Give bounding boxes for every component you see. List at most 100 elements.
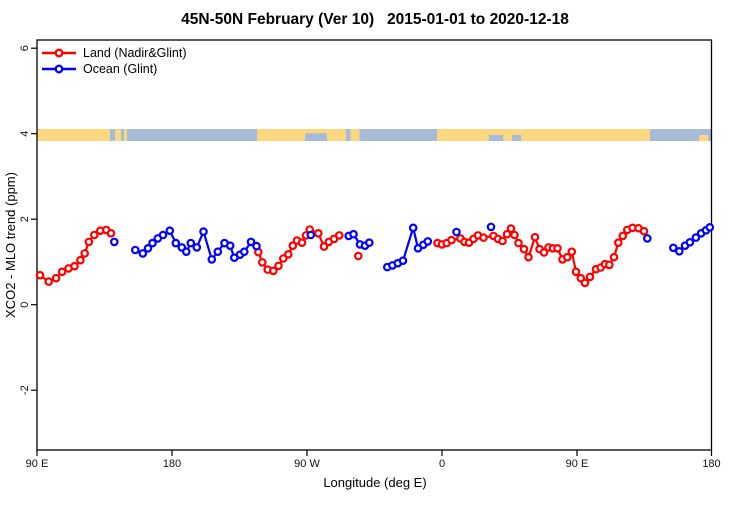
data-point (668, 243, 678, 253)
data-point (364, 238, 374, 248)
data-point (609, 252, 619, 262)
data-point (353, 251, 363, 261)
data-point (530, 232, 540, 242)
data-point (240, 247, 249, 257)
data-point (90, 230, 99, 240)
data-point (268, 266, 278, 276)
data-point (514, 238, 523, 248)
data-point (479, 233, 488, 242)
data-point (613, 238, 623, 248)
ocean-series-swatch-icon (42, 64, 76, 74)
data-point (70, 261, 79, 271)
x-tick-label: 90 W (294, 458, 320, 470)
data-point (106, 229, 116, 238)
data-point (165, 226, 175, 236)
map-band-land (437, 129, 651, 141)
data-point (257, 258, 267, 267)
data-point (44, 277, 54, 286)
legend-item-land: Land (Nadir&Glint) (42, 45, 187, 61)
data-point (313, 229, 323, 238)
data-point (199, 227, 208, 236)
map-band-land (257, 129, 346, 141)
map-band-land (115, 129, 121, 141)
data-point (143, 244, 153, 253)
data-point (639, 226, 649, 236)
data-point (506, 224, 516, 233)
plot-frame (36, 39, 713, 451)
x-tick-label: 180 (163, 458, 181, 470)
chart-title: 45N-50N February (Ver 10) 2015-01-01 to … (181, 11, 569, 28)
data-point (685, 238, 695, 247)
data-point (691, 233, 701, 242)
map-band-detail (512, 135, 522, 141)
data-point (585, 272, 595, 282)
y-tick-label: 0 (19, 302, 31, 308)
data-point (334, 231, 344, 240)
data-point (510, 230, 519, 240)
data-point (246, 237, 256, 247)
y-tick-label: 6 (19, 45, 31, 51)
data-point (192, 243, 202, 252)
series-line (257, 228, 340, 273)
data-point (207, 255, 217, 264)
x-tick-label: 180 (702, 458, 720, 470)
data-point (182, 247, 191, 257)
data-point (398, 256, 408, 266)
data-point (642, 234, 652, 243)
x-axis-title: Longitude (deg E) (323, 475, 427, 490)
data-point (306, 230, 316, 240)
data-point (319, 242, 329, 251)
map-band-land (37, 129, 111, 141)
data-point (252, 241, 261, 251)
y-tick-label: -2 (19, 385, 31, 395)
data-point (138, 249, 148, 258)
data-point (580, 278, 590, 288)
data-point (131, 245, 140, 255)
data-point (110, 237, 119, 247)
data-point (57, 267, 67, 277)
land-series-swatch-icon (42, 48, 76, 58)
legend: Land (Nadir&Glint) Ocean (Glint) (42, 45, 187, 77)
data-point (186, 238, 196, 248)
data-point (705, 223, 715, 232)
data-point (486, 222, 496, 232)
data-point (297, 238, 307, 248)
data-point (171, 238, 181, 248)
data-point (283, 250, 293, 259)
data-point (288, 241, 298, 251)
y-tick-label: 2 (19, 216, 31, 222)
data-point (452, 227, 461, 237)
data-point (148, 238, 157, 248)
data-point (213, 247, 223, 257)
data-point (51, 273, 61, 283)
legend-label-ocean: Ocean (Glint) (83, 62, 158, 76)
data-point (225, 241, 235, 251)
data-point (524, 252, 533, 262)
series-line (39, 228, 112, 283)
y-axis-title: XCO2 - MLO trend (ppm) (3, 172, 18, 318)
data-point (76, 255, 85, 265)
data-point (562, 252, 572, 262)
legend-item-ocean: Ocean (Glint) (42, 61, 187, 77)
data-point (80, 249, 90, 258)
x-tick-label: 90 E (26, 458, 49, 470)
data-point (498, 236, 507, 246)
data-point (567, 247, 577, 257)
data-point (408, 223, 418, 233)
data-point (618, 231, 628, 241)
legend-label-land: Land (Nadir&Glint) (83, 46, 187, 60)
data-point (604, 260, 614, 270)
y-tick-label: 4 (19, 131, 31, 137)
data-point (519, 244, 529, 254)
map-band-land (124, 129, 127, 141)
map-band-land (350, 129, 360, 141)
data-point (158, 230, 168, 240)
data-point (553, 244, 562, 253)
data-point (84, 237, 94, 247)
x-tick-label: 90 E (566, 458, 589, 470)
data-point (447, 235, 456, 245)
x-tick-label: 0 (439, 458, 445, 470)
data-point (274, 261, 283, 271)
data-point (349, 229, 358, 239)
